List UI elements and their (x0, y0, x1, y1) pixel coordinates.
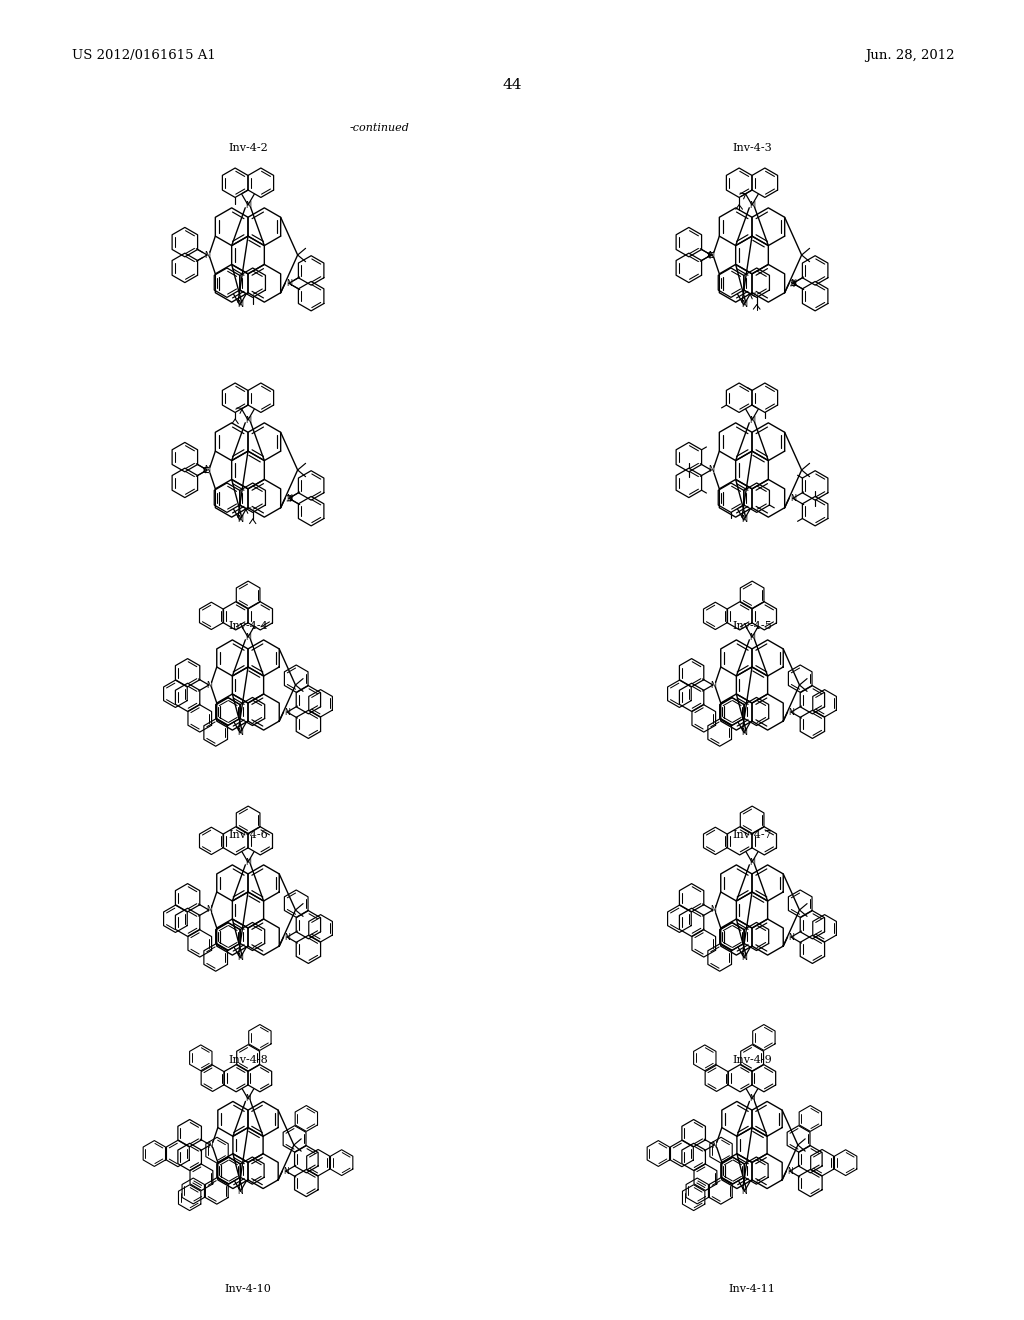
Text: N: N (284, 932, 290, 941)
Text: N: N (750, 858, 755, 867)
Text: N: N (740, 301, 746, 309)
Text: Inv-4-2: Inv-4-2 (228, 143, 268, 153)
Text: N: N (208, 1140, 213, 1150)
Text: N: N (749, 201, 755, 210)
Text: N: N (204, 251, 210, 260)
Text: N: N (206, 681, 212, 689)
Text: N: N (238, 729, 243, 738)
Text: Jun. 28, 2012: Jun. 28, 2012 (865, 49, 955, 62)
Text: N: N (708, 251, 714, 260)
Text: N: N (790, 279, 796, 288)
Text: N: N (283, 1167, 289, 1176)
Text: N: N (749, 416, 755, 425)
Text: Inv-4-11: Inv-4-11 (728, 1284, 775, 1295)
Text: Inv-4-4: Inv-4-4 (228, 622, 268, 631)
Text: N: N (238, 1187, 244, 1196)
Text: Inv-4-9: Inv-4-9 (732, 1055, 772, 1065)
Text: N: N (741, 953, 748, 962)
Text: N: N (238, 953, 243, 962)
Text: Inv-4-8: Inv-4-8 (228, 1055, 268, 1065)
Text: Inv-4-7: Inv-4-7 (732, 829, 772, 840)
Text: Inv-4-6: Inv-4-6 (228, 829, 268, 840)
Text: N: N (712, 1140, 717, 1150)
Text: N: N (245, 632, 251, 642)
Text: US 2012/0161615 A1: US 2012/0161615 A1 (72, 49, 216, 62)
Text: N: N (286, 279, 292, 288)
Text: N: N (245, 858, 251, 867)
Text: Inv-4-10: Inv-4-10 (224, 1284, 271, 1295)
Text: N: N (786, 1167, 793, 1176)
Text: N: N (245, 1094, 251, 1104)
Text: N: N (286, 494, 292, 503)
Text: N: N (708, 466, 714, 474)
Text: N: N (245, 201, 251, 210)
Text: N: N (204, 466, 210, 474)
Text: Inv-4-3: Inv-4-3 (732, 143, 772, 153)
Text: N: N (788, 932, 794, 941)
Text: N: N (741, 729, 748, 738)
Text: N: N (710, 681, 716, 689)
Text: N: N (710, 906, 716, 915)
Text: N: N (284, 708, 290, 717)
Text: N: N (740, 516, 746, 524)
Text: N: N (741, 1187, 748, 1196)
Text: N: N (790, 494, 796, 503)
Text: N: N (788, 708, 794, 717)
Text: 44: 44 (502, 78, 522, 92)
Text: N: N (245, 416, 251, 425)
Text: N: N (237, 301, 243, 309)
Text: N: N (206, 906, 212, 915)
Text: N: N (237, 516, 243, 524)
Text: -continued: -continued (350, 123, 410, 133)
Text: N: N (750, 1094, 755, 1104)
Text: Inv-4-5: Inv-4-5 (732, 622, 772, 631)
Text: N: N (750, 632, 755, 642)
